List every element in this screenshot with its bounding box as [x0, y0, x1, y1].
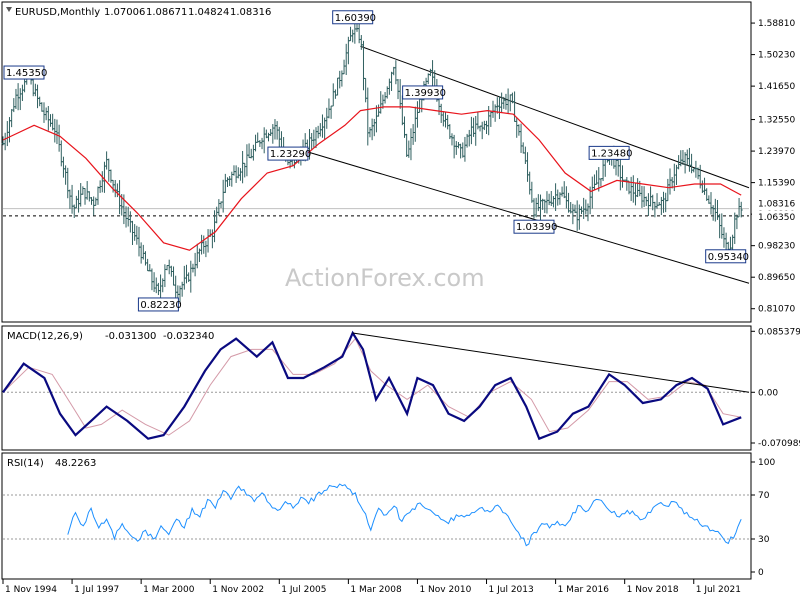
price-tick-label: 1.41650: [758, 82, 795, 92]
current-price-label: 1.08316: [758, 200, 795, 210]
annotation-box: [3, 65, 45, 80]
price-tick-label: 0.89650: [758, 273, 795, 283]
price-tick-label: 1.23970: [758, 147, 795, 157]
collapse-triangle-icon: [6, 7, 12, 12]
macd-tick-label: -0.070989: [758, 439, 800, 449]
annotation-label: 0.95340: [708, 252, 749, 263]
x-tick-label: 1 Jul 2013: [489, 585, 534, 595]
macd-tick-label: 0.00: [758, 388, 778, 398]
x-tick-label: 1 Nov 2010: [419, 585, 471, 595]
level-label: 1.06350: [758, 213, 795, 223]
annotation-box: [588, 145, 630, 160]
annotation-box: [513, 219, 555, 234]
price-open: 1.07006: [104, 7, 145, 18]
annotation-label: 1.23480: [591, 148, 632, 159]
annotation-box: [705, 249, 747, 264]
rsi-tick-label: 100: [758, 458, 775, 468]
macd-title: MACD(12,26,9): [7, 331, 83, 342]
moving-average-line: [2, 106, 742, 251]
price-trendline-2: [298, 148, 750, 284]
annotation-label: 0.82230: [140, 300, 181, 311]
price-bars: [1, 17, 743, 304]
macd-panel-frame: [1, 325, 752, 451]
rsi-tick-label: 0: [758, 568, 764, 578]
annotation-label: 1.45350: [6, 68, 47, 79]
macd-signal-line: [2, 337, 742, 436]
price-tick-label: 1.15390: [758, 179, 795, 189]
x-tick-label: 1 Mar 2008: [350, 585, 402, 595]
x-tick-label: 1 Jul 1997: [74, 585, 119, 595]
price-tick-label: 0.98230: [758, 242, 795, 252]
macd-trendline: [352, 332, 750, 393]
price-symbol-title: EURUSD,Monthly: [15, 7, 100, 18]
macd-line: [2, 330, 742, 441]
annotation-box: [137, 297, 179, 312]
x-tick-label: 1 Nov 2018: [627, 585, 679, 595]
annotation-label: 1.60390: [335, 13, 376, 24]
annotation-label: 1.03390: [516, 222, 557, 233]
price-trendline-1: [360, 45, 750, 189]
price-high: 1.08671: [146, 7, 187, 18]
macd-signal-value: -0.032340: [163, 331, 214, 342]
price-low: 1.04824: [188, 7, 229, 18]
rsi-panel-frame: [1, 452, 752, 580]
price-close: 1.08316: [230, 7, 271, 18]
price-panel-frame: [1, 1, 752, 323]
annotation-box: [402, 85, 444, 100]
price-panel-header: EURUSD,Monthly 1.07006 1.08671 1.04824 1…: [6, 7, 271, 18]
rsi-axis: 100 70 30 0: [751, 458, 775, 578]
x-tick-label: 1 Nov 1994: [5, 585, 57, 595]
x-tick-label: 1 Mar 2016: [558, 585, 610, 595]
macd-tick-label: 0.085379: [758, 327, 800, 337]
x-tick-label: 1 Nov 2002: [212, 585, 264, 595]
price-tick-label: 1.32550: [758, 116, 795, 126]
price-axis: 0.810700.896500.982301.068101.153901.239…: [751, 19, 798, 315]
annotation-label: 1.39930: [405, 88, 446, 99]
price-tick-label: 1.50230: [758, 51, 795, 61]
macd-value: -0.031300: [105, 331, 156, 342]
rsi-tick-label: 70: [758, 491, 770, 501]
annotation-box: [332, 10, 374, 25]
rsi-value: 48.2263: [55, 458, 96, 469]
x-tick-label: 1 Jul 2005: [281, 585, 326, 595]
price-tick-label: 0.81070: [758, 305, 795, 315]
watermark: ActionForex.com: [285, 264, 485, 292]
annotation-label: 1.23290: [270, 149, 311, 160]
current-price-marker: [752, 197, 798, 209]
annotation-box: [267, 146, 309, 161]
rsi-title: RSI(14): [7, 458, 44, 469]
x-tick-label: 1 Jul 2021: [696, 585, 741, 595]
macd-axis: 0.085379 0.00 -0.070989: [751, 327, 800, 449]
rsi-tick-label: 30: [758, 535, 770, 545]
price-tick-label: 1.58810: [758, 19, 795, 29]
rsi-line: [67, 483, 742, 547]
level-marker: [752, 210, 798, 222]
x-tick-label: 1 Mar 2000: [143, 585, 195, 595]
